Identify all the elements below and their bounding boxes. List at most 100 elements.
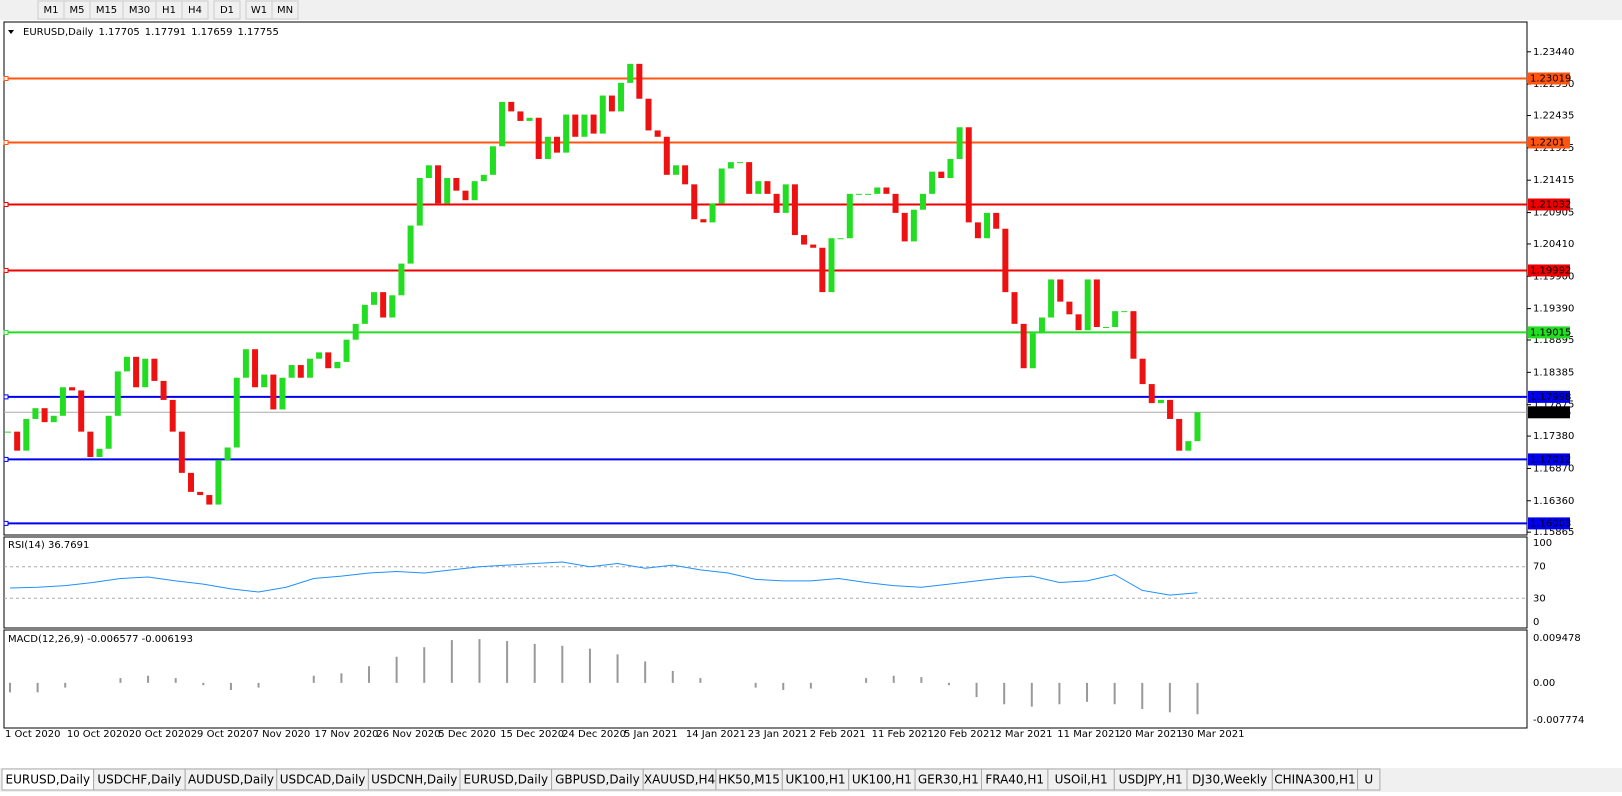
symbol-tab-label[interactable]: DJ30,Weekly xyxy=(1192,773,1267,787)
symbol-tab-label[interactable]: GER30,H1 xyxy=(918,773,979,787)
candle xyxy=(965,127,972,223)
candle xyxy=(618,82,625,112)
candle xyxy=(444,177,451,204)
y-tick-label: 1.22435 xyxy=(1533,111,1574,122)
symbol-tab-label[interactable]: CHINA300,H1 xyxy=(1274,773,1356,787)
y-tick-label: 1.18895 xyxy=(1533,335,1574,346)
x-tick-label: 29 Oct 2020 xyxy=(191,729,253,740)
candle xyxy=(974,222,981,239)
candle xyxy=(499,101,506,147)
symbol-tab-label[interactable]: U xyxy=(1364,773,1373,787)
symbol-tab-label[interactable]: UK100,H1 xyxy=(785,773,845,787)
rsi-line xyxy=(9,561,1198,596)
symbol-tab-label[interactable]: HK50,M15 xyxy=(718,773,780,787)
candle xyxy=(846,193,853,239)
candle xyxy=(755,181,762,194)
candle xyxy=(206,495,213,505)
timeframe-label[interactable]: H4 xyxy=(188,5,202,16)
candle xyxy=(1029,333,1036,369)
level-handle xyxy=(3,394,9,400)
candle xyxy=(425,165,432,178)
candle xyxy=(654,130,661,137)
level-label: 1.17012 xyxy=(1530,454,1571,465)
header-text: 1.17705 xyxy=(98,27,139,38)
level-label-box xyxy=(1528,136,1570,149)
candle xyxy=(371,292,377,305)
y-tick-label: 1.22930 xyxy=(1533,79,1574,90)
y-tick-label: 1.20905 xyxy=(1533,208,1574,219)
candle xyxy=(252,349,259,388)
candle xyxy=(773,193,780,213)
level-label-box xyxy=(1528,264,1570,277)
symbol-tab-label[interactable]: FRA40,H1 xyxy=(985,773,1044,787)
symbol-tab-label[interactable]: USDCHF,Daily xyxy=(97,773,181,787)
symbol-tab-label[interactable]: GBPUSD,Daily xyxy=(555,773,640,787)
symbol-tab-label[interactable]: AUDUSD,Daily xyxy=(188,773,274,787)
candle xyxy=(1057,279,1064,302)
timeframe-button[interactable] xyxy=(213,0,241,20)
x-tick-label: 7 Nov 2020 xyxy=(253,729,311,740)
symbol-tab-label[interactable]: EURUSD,Daily xyxy=(464,773,549,787)
candle xyxy=(78,390,85,432)
candle xyxy=(901,212,908,242)
candle xyxy=(462,190,469,201)
level-label-box xyxy=(1528,390,1570,403)
symbol-tab-label[interactable]: USOil,H1 xyxy=(1055,773,1108,787)
level-handle xyxy=(3,456,9,462)
timeframe-label[interactable]: MN xyxy=(277,5,293,16)
candle xyxy=(1002,228,1009,293)
candle xyxy=(398,263,405,296)
y-tick-label: 1.19390 xyxy=(1533,304,1574,315)
level-label: 1.16003 xyxy=(1530,518,1571,529)
candle xyxy=(782,184,789,213)
macd-title: MACD(12,26,9) -0.006577 -0.006193 xyxy=(8,634,193,645)
macd-tick-label: 0.00 xyxy=(1533,678,1555,689)
candle xyxy=(718,168,725,204)
symbol-tab[interactable] xyxy=(1357,768,1381,791)
timeframe-label[interactable]: M15 xyxy=(96,5,117,16)
candle xyxy=(1093,279,1100,328)
candle xyxy=(435,165,442,204)
timeframe-label[interactable]: H1 xyxy=(162,5,176,16)
candle xyxy=(5,431,11,433)
candle xyxy=(956,127,963,159)
symbol-tab-label[interactable]: EURUSD,Daily xyxy=(6,773,91,787)
candle xyxy=(1139,358,1146,385)
timeframe-label[interactable]: M5 xyxy=(70,5,85,16)
x-tick-label: 30 Mar 2021 xyxy=(1181,729,1244,740)
candle xyxy=(233,377,240,448)
timeframe-label[interactable]: W1 xyxy=(251,5,267,16)
level-handle xyxy=(3,201,9,207)
symbol-tab-label[interactable]: USDJPY,H1 xyxy=(1119,773,1183,787)
candle xyxy=(810,244,817,248)
candle xyxy=(1084,279,1091,331)
symbol-tab-label[interactable]: USDCNH,Daily xyxy=(371,773,457,787)
candle xyxy=(663,136,670,175)
level-label-box xyxy=(1528,72,1570,85)
x-tick-label: 15 Dec 2020 xyxy=(500,729,564,740)
candle xyxy=(416,177,423,226)
macd-tick-label: -0.007774 xyxy=(1533,715,1584,726)
candle xyxy=(1148,384,1155,404)
candle xyxy=(197,491,204,496)
symbol-tab-label[interactable]: UK100,H1 xyxy=(852,773,912,787)
candle xyxy=(343,339,350,362)
symbol-tab-label[interactable]: USDCAD,Daily xyxy=(280,773,366,787)
timeframe-button[interactable] xyxy=(181,0,209,20)
candle xyxy=(1112,311,1119,328)
timeframe-label[interactable]: M30 xyxy=(129,5,150,16)
candle xyxy=(242,349,249,378)
level-label: 1.19015 xyxy=(1530,327,1571,338)
y-tick-label: 1.21415 xyxy=(1533,175,1574,186)
candle xyxy=(883,187,890,194)
symbol-tab-label[interactable]: XAUUSD,H4 xyxy=(644,773,715,787)
timeframe-button[interactable] xyxy=(271,0,299,20)
candle xyxy=(105,415,112,449)
candle xyxy=(123,356,130,372)
timeframe-label[interactable]: D1 xyxy=(220,5,234,16)
candle xyxy=(306,358,313,378)
candle xyxy=(645,98,652,131)
candle xyxy=(984,212,991,239)
candle xyxy=(297,365,304,378)
timeframe-label[interactable]: M1 xyxy=(44,5,59,16)
